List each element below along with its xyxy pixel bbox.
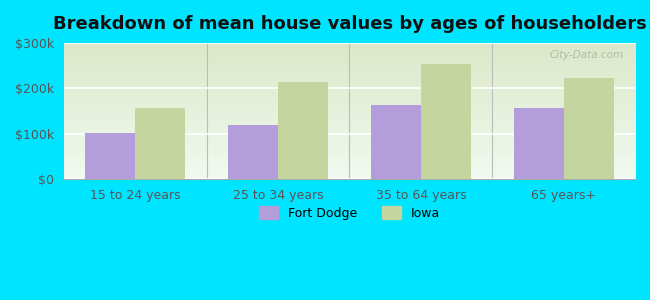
Bar (564, 78, 614, 179)
Bar (278, 82, 328, 179)
Bar (85, 133, 135, 179)
Bar (421, 64, 471, 179)
Legend: Fort Dodge, Iowa: Fort Dodge, Iowa (254, 202, 445, 225)
Bar (514, 107, 564, 179)
Text: City-Data.com: City-Data.com (549, 50, 623, 60)
Title: Breakdown of mean house values by ages of householders: Breakdown of mean house values by ages o… (53, 15, 646, 33)
Bar (135, 107, 185, 179)
Bar (371, 105, 421, 179)
Bar (228, 125, 278, 179)
